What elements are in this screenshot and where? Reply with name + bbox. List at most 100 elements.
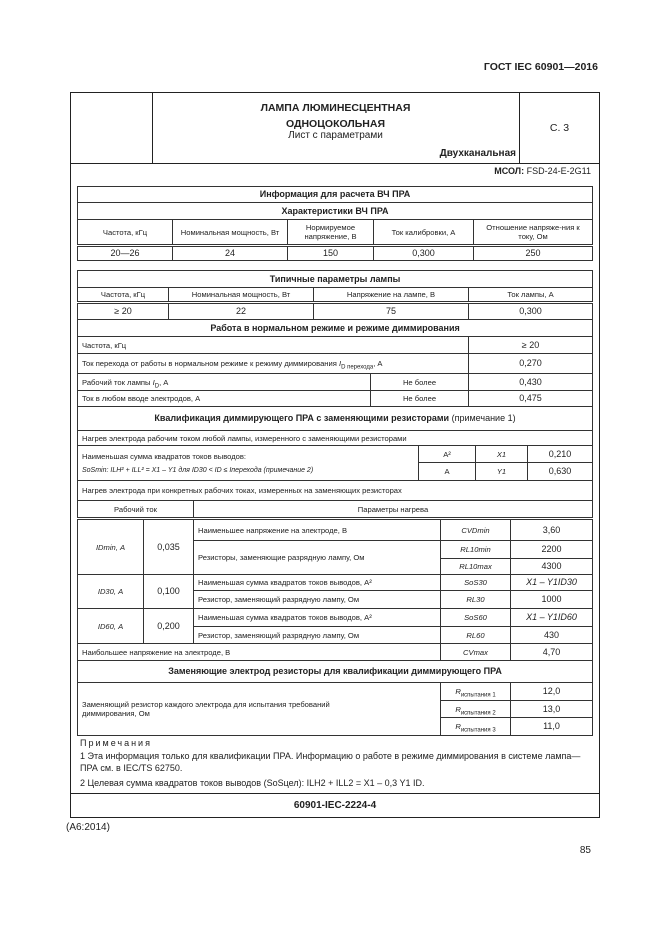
variant-label: Двухканальная	[439, 148, 516, 159]
symbol: Rиспытания 3	[440, 717, 511, 736]
table-cell: 150	[287, 244, 374, 261]
table-cell: 0,475	[467, 390, 594, 407]
unit: A²	[418, 445, 476, 463]
row-label: Заменяющий резистор каждого электрода дл…	[77, 682, 441, 736]
notes-heading: Примечания	[80, 738, 152, 748]
current-symbol: ID30, А	[77, 574, 144, 609]
row-label: Наименьшая сумма квадратов токов выводов…	[193, 574, 441, 591]
table-cell: ≥ 20	[467, 336, 594, 354]
symbol-main: R	[455, 704, 461, 714]
title-note: (примечание 1)	[449, 413, 516, 423]
symbol-main: R	[455, 687, 461, 696]
symbol: CVmax	[440, 643, 511, 661]
table-cell: 4,70	[510, 643, 593, 661]
table-cell: 12,0	[509, 682, 594, 701]
sheet-code: 60901-IEC-2224-4	[293, 800, 377, 811]
row-label: Резисторы, заменяющие разрядную лампу, О…	[193, 540, 441, 575]
title-line-2: ОДНОЦОКОЛЬНАЯ	[285, 118, 386, 130]
divider	[152, 92, 153, 164]
column-header: Отношение напряже-ния к току, Ом	[472, 219, 594, 246]
sheet-subtitle: Лист с параметрами	[288, 130, 383, 141]
row-label: Резистор, заменяющий разрядную лампу, Ом	[193, 626, 441, 644]
current-value: 0,035	[143, 517, 194, 575]
row-label: Ток в любом вводе электродов, А	[77, 390, 371, 407]
table-cell: 22	[168, 301, 314, 320]
formula: SoSmin: ILH² + ILL² = X1 – Y1 для ID30 <…	[82, 466, 314, 474]
table-cell: 0,300	[373, 244, 474, 261]
symbol: RL10max	[440, 558, 511, 575]
table-cell: 0,210	[527, 445, 593, 463]
table-cell: 2200	[510, 540, 593, 559]
resistors-table: Заменяющие электрод резисторы для квалиф…	[76, 660, 594, 736]
current-value: 0,100	[143, 574, 194, 609]
heating-params-table: Рабочий ток Параметры нагрева IDmin, А 0,0…	[77, 500, 593, 661]
limit: Не более	[370, 390, 469, 407]
amendment: (A6:2014)	[66, 822, 110, 833]
symbol: X1	[475, 445, 528, 463]
section-title: Типичные параметры лампы	[76, 270, 594, 288]
column-header: Номинальная мощность, Вт	[172, 219, 288, 246]
table-cell: X1 – Y1ID30	[510, 574, 593, 591]
table-cell: 0,300	[467, 301, 594, 320]
symbol: RL10min	[440, 540, 511, 559]
sheet-frame	[70, 92, 600, 818]
column-header: Ток калибровки, А	[373, 219, 474, 246]
row-label: Нагрев электрода рабочим током любой лам…	[77, 430, 593, 446]
sheet-page: С. 3	[549, 122, 570, 134]
symbol: SoS60	[440, 608, 511, 627]
symbol: I	[338, 359, 342, 368]
lamp-params-table: Типичные параметры лампы Частота, кГц Но…	[76, 270, 594, 407]
table-cell: 250	[472, 244, 594, 261]
page-number: 85	[579, 845, 591, 856]
title-line-1: ЛАМПА ЛЮМИНЕСЦЕНТНАЯ	[260, 102, 411, 114]
table-cell: 1000	[510, 590, 593, 609]
label-text: Наименьшая сумма квадратов токов выводов…	[82, 451, 247, 461]
table-cell: 20—26	[77, 244, 173, 261]
section-title: Информация для расчета ВЧ ПРА	[76, 186, 594, 203]
table-cell: 11,0	[509, 717, 594, 736]
row-label: Наибольшее напряжение на электроде, В	[77, 643, 441, 661]
label-text: Рабочий ток лампы	[82, 377, 153, 387]
current-symbol: ID60, А	[77, 608, 144, 644]
symbol: Rиспытания 1	[440, 682, 511, 701]
sheet-title: ЛАМПА ЛЮМИНЕСЦЕНТНАЯ ОДНОЦОКОЛЬНАЯ	[152, 100, 519, 132]
table-cell: 75	[313, 301, 469, 320]
row-label: Нагрев электрода при конкретных рабочих …	[77, 480, 593, 501]
note-2: 2 Целевая сумма квадратов токов выводов …	[80, 777, 425, 788]
symbol-sub: испытания 3	[460, 727, 496, 734]
symbol-main: R	[455, 722, 461, 731]
row-label: Наименьшая сумма квадратов токов выводов…	[77, 445, 419, 481]
symbol-sub: испытания 1	[460, 692, 496, 699]
row-label: Частота, кГц	[77, 336, 469, 354]
column-header: Номинальная мощность, Вт	[168, 287, 314, 303]
unit: , А	[159, 377, 169, 387]
symbol: CVDmin	[440, 517, 511, 541]
unit: , А	[373, 359, 383, 368]
symbol: Y1	[475, 462, 528, 481]
msol-label: МСОЛ:	[494, 166, 525, 176]
section-title: Квалификация диммирующего ПРА с заменяющ…	[77, 406, 593, 431]
symbol: Rиспытания 2	[440, 700, 511, 718]
limit: Не более	[370, 373, 469, 391]
title-text: Квалификация диммирующего ПРА с заменяющ…	[154, 413, 450, 423]
label-text: Ток перехода от работы в нормальном режи…	[82, 359, 339, 368]
symbol: SoS30	[440, 574, 511, 591]
qualification-table: Квалификация диммирующего ПРА с заменяющ…	[77, 406, 593, 501]
symbol: RL30	[440, 590, 511, 609]
table-cell: 0,630	[527, 462, 593, 481]
symbol-sub: D	[154, 383, 160, 390]
row-label: Рабочий ток лампы ID, А	[77, 373, 371, 391]
divider	[70, 793, 600, 794]
column-header: Частота, кГц	[77, 287, 169, 303]
column-header: Ток лампы, А	[467, 287, 594, 303]
note-1: 1 Эта информация только для квалификации…	[80, 750, 581, 774]
table-cell: X1 – Y1ID60	[510, 608, 593, 627]
ballast-info-table: Информация для расчета ВЧ ПРА Характерис…	[76, 186, 594, 261]
table-cell: 0,270	[467, 353, 594, 374]
symbol-sub: D перехода	[341, 364, 374, 371]
table-cell: ≥ 20	[77, 301, 169, 320]
section-title: Заменяющие электрод резисторы для квалиф…	[76, 660, 594, 683]
row-label: Наименьшее напряжение на электроде, В	[193, 517, 441, 541]
table-cell: 24	[172, 244, 288, 261]
column-header: Напряжение на лампе, В	[313, 287, 469, 303]
